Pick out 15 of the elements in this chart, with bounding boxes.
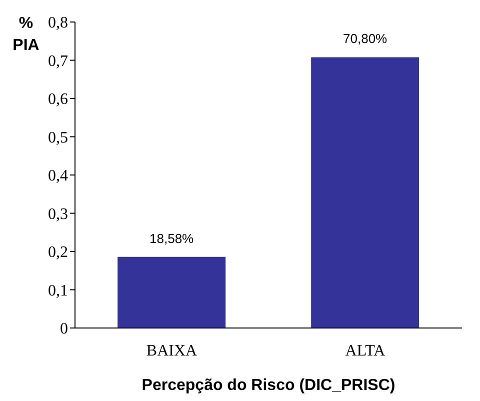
data-label: 70,80% [343, 31, 388, 46]
y-tick-label: 0,1 [48, 282, 68, 300]
y-tick-label: 0,6 [48, 91, 68, 108]
y-tick-label: 0 [60, 320, 68, 338]
y-tick-label: 0,3 [48, 206, 68, 223]
y-tick-label: 0,8 [48, 14, 68, 32]
x-axis-title: Percepção do Risco (DIC_PRISC) [142, 377, 396, 394]
y-tick-label: 0,7 [48, 52, 68, 70]
y-axis-title: % PIA [12, 15, 40, 54]
y-tick-label: 0,4 [48, 168, 68, 185]
data-label: 18,58% [150, 230, 194, 246]
y-tick-label: 0,2 [48, 244, 68, 262]
x-tick-label: BAIXA [146, 342, 198, 360]
y-tick-label: 0,5 [48, 129, 68, 146]
x-tick-label: ALTA [345, 342, 386, 360]
